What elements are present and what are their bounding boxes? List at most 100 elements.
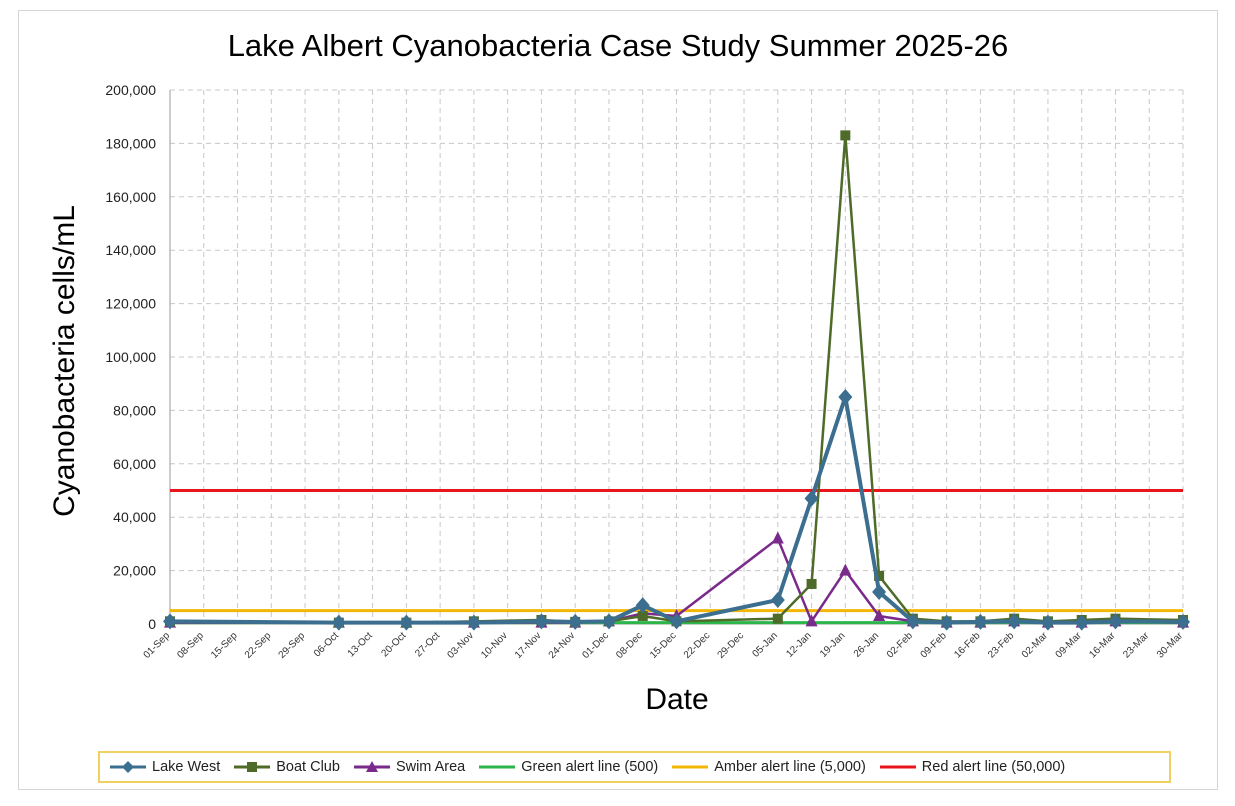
data-point bbox=[770, 591, 785, 608]
legend-swatch bbox=[110, 761, 146, 773]
x-tick-label: 13-Oct bbox=[346, 630, 375, 659]
y-tick-label: 80,000 bbox=[113, 402, 156, 418]
x-tick-label: 26-Jan bbox=[852, 630, 881, 659]
y-tick-label: 20,000 bbox=[113, 563, 156, 579]
data-point bbox=[163, 613, 177, 630]
data-point bbox=[939, 614, 954, 631]
chart-frame: Lake Albert Cyanobacteria Case Study Sum… bbox=[18, 10, 1218, 790]
x-tick-label: 05-Jan bbox=[751, 630, 780, 659]
x-tick-label: 16-Feb bbox=[952, 630, 982, 660]
y-tick-label: 140,000 bbox=[105, 242, 156, 258]
x-tick-label: 22-Dec bbox=[682, 630, 713, 661]
legend-swatch bbox=[672, 765, 709, 769]
x-tick-label: 15-Sep bbox=[209, 630, 240, 661]
chart-svg: Lake Albert Cyanobacteria Case Study Sum… bbox=[48, 28, 1190, 716]
data-point bbox=[635, 597, 650, 614]
y-tick-label: 120,000 bbox=[105, 296, 156, 312]
x-tick-label: 08-Dec bbox=[614, 630, 645, 661]
y-tick-label: 40,000 bbox=[113, 509, 156, 525]
x-tick-label: 22-Sep bbox=[243, 630, 274, 661]
y-tick-labels: 0 20,000 40,000 60,000 80,000 100,000 120,000 1… bbox=[105, 82, 156, 632]
data-point bbox=[1040, 614, 1055, 631]
x-tick-label: 02-Mar bbox=[1020, 630, 1051, 661]
legend: Lake West Boat Club Swim Area Green alert l… bbox=[98, 751, 1171, 783]
x-tick-label: 01-Dec bbox=[581, 630, 612, 661]
data-point bbox=[534, 613, 549, 630]
x-tick-label: 23-Mar bbox=[1121, 630, 1152, 661]
data-point bbox=[838, 389, 853, 406]
series-lake-west bbox=[163, 389, 1190, 631]
y-tick-label: 160,000 bbox=[105, 189, 156, 205]
data-point bbox=[669, 613, 684, 630]
data-point bbox=[772, 613, 783, 624]
x-tick-labels: 01-Sep 08-Sep 15-Sep 22-Sep 29-Sep 06-Oct 13-O… bbox=[142, 630, 1186, 661]
data-point bbox=[806, 578, 817, 589]
data-point bbox=[872, 583, 887, 600]
legend-label: Lake West bbox=[152, 759, 221, 775]
x-tick-label: 29-Sep bbox=[277, 630, 308, 661]
y-axis-label: Cyanobacteria cells/mL bbox=[48, 205, 81, 517]
x-tick-label: 17-Nov bbox=[513, 630, 544, 661]
legend-label: Swim Area bbox=[395, 759, 466, 775]
x-tick-label: 06-Oct bbox=[312, 630, 341, 659]
x-tick-label: 23-Feb bbox=[986, 630, 1016, 660]
y-tick-label: 60,000 bbox=[113, 456, 156, 472]
data-point bbox=[399, 614, 414, 631]
legend-swatch bbox=[879, 765, 916, 769]
y-tick-label: 100,000 bbox=[105, 349, 156, 365]
x-tick-label: 27-Oct bbox=[413, 630, 442, 659]
data-point bbox=[874, 570, 885, 581]
x-tick-label: 19-Jan bbox=[818, 630, 847, 659]
data-point bbox=[1176, 613, 1190, 630]
data-point bbox=[771, 531, 784, 544]
data-point bbox=[905, 613, 920, 630]
legend-item-swim-area: Swim Area bbox=[352, 759, 465, 775]
chart-title: Lake Albert Cyanobacteria Case Study Sum… bbox=[228, 28, 1009, 63]
data-point bbox=[840, 130, 851, 141]
legend-label: Amber alert line (5,000) bbox=[714, 759, 866, 775]
data-point bbox=[973, 613, 988, 630]
data-point bbox=[466, 614, 481, 631]
x-tick-label: 29-Dec bbox=[716, 630, 747, 661]
legend-item-green-alert-line-500: Green alert line (500) bbox=[477, 759, 658, 775]
legend-item-lake-west: Lake West bbox=[108, 759, 220, 775]
x-tick-label: 12-Jan bbox=[784, 630, 813, 659]
x-axis-label: Date bbox=[645, 683, 708, 716]
data-point bbox=[331, 614, 346, 631]
legend-label: Green alert line (500) bbox=[521, 759, 659, 775]
legend-label: Boat Club bbox=[276, 759, 340, 775]
legend-swatch bbox=[479, 765, 516, 769]
x-tick-label: 02-Feb bbox=[885, 630, 915, 660]
legend-swatch bbox=[234, 762, 271, 772]
x-tick-label: 30-Mar bbox=[1155, 630, 1186, 661]
legend-item-amber-alert-line-5-000: Amber alert line (5,000) bbox=[670, 759, 866, 775]
data-point bbox=[1108, 613, 1123, 630]
data-point bbox=[1074, 614, 1089, 631]
x-tick-label: 16-Mar bbox=[1087, 630, 1118, 661]
data-point bbox=[804, 490, 819, 507]
x-tick-label: 10-Nov bbox=[479, 630, 510, 661]
data-series bbox=[163, 130, 1190, 631]
data-point bbox=[601, 613, 616, 630]
data-point bbox=[1007, 613, 1022, 630]
x-tick-label: 01-Sep bbox=[142, 630, 173, 661]
x-tick-label: 15-Dec bbox=[648, 630, 679, 661]
x-tick-label: 24-Nov bbox=[547, 630, 578, 661]
x-tick-label: 03-Nov bbox=[445, 630, 476, 661]
y-tick-label: 0 bbox=[148, 616, 156, 632]
legend-swatch bbox=[353, 761, 390, 772]
y-tick-label: 200,000 bbox=[105, 82, 156, 98]
x-tick-label: 09-Mar bbox=[1054, 630, 1085, 661]
legend-label: Red alert line (50,000) bbox=[921, 759, 1066, 775]
legend-item-red-alert-line-50-000: Red alert line (50,000) bbox=[878, 759, 1065, 775]
x-tick-label: 09-Feb bbox=[919, 630, 949, 660]
data-point bbox=[637, 610, 648, 621]
y-tick-label: 180,000 bbox=[105, 135, 156, 151]
grid-lines bbox=[170, 89, 1184, 624]
x-tick-label: 08-Sep bbox=[175, 630, 206, 661]
data-point bbox=[873, 608, 886, 621]
data-point bbox=[568, 613, 583, 630]
data-point bbox=[839, 563, 852, 576]
x-tick-label: 20-Oct bbox=[379, 630, 408, 659]
legend-item-boat-club: Boat Club bbox=[232, 759, 340, 775]
